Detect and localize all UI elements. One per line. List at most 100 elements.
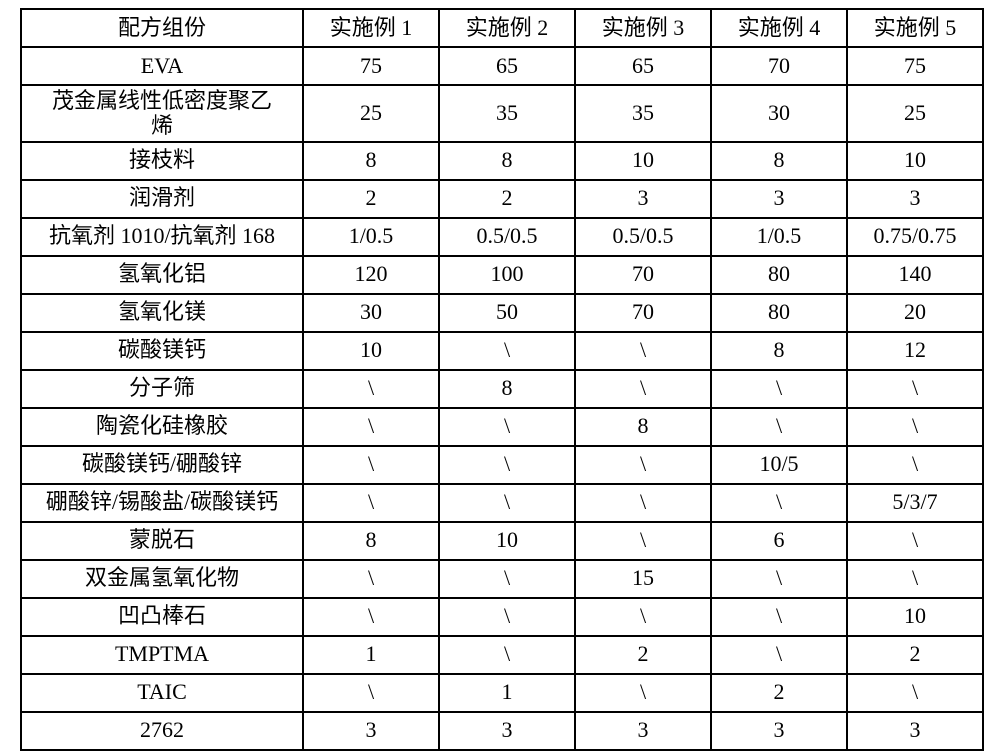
cell-value: 10: [439, 522, 575, 560]
row-label: 分子筛: [21, 370, 303, 408]
cell-value: 10/5: [711, 446, 847, 484]
header-col: 实施例 1: [303, 9, 439, 47]
cell-value: 80: [711, 294, 847, 332]
table-row: 276233333: [21, 712, 983, 750]
cell-value: \: [847, 560, 983, 598]
cell-value: \: [439, 446, 575, 484]
cell-value: \: [575, 522, 711, 560]
cell-value: 12: [847, 332, 983, 370]
cell-value: 80: [711, 256, 847, 294]
cell-value: 3: [303, 712, 439, 750]
row-label: TMPTMA: [21, 636, 303, 674]
cell-value: 3: [575, 712, 711, 750]
cell-value: 100: [439, 256, 575, 294]
cell-value: 0.75/0.75: [847, 218, 983, 256]
cell-value: \: [439, 636, 575, 674]
cell-value: \: [303, 560, 439, 598]
cell-value: \: [711, 484, 847, 522]
table-row: 硼酸锌/锡酸盐/碳酸镁钙\\\\5/3/7: [21, 484, 983, 522]
cell-value: 1/0.5: [711, 218, 847, 256]
cell-value: 35: [439, 85, 575, 142]
cell-value: \: [439, 598, 575, 636]
cell-value: 8: [575, 408, 711, 446]
cell-value: 75: [303, 47, 439, 85]
table-row: 氢氧化镁3050708020: [21, 294, 983, 332]
table-row: TMPTMA1\2\2: [21, 636, 983, 674]
row-label: 碳酸镁钙/硼酸锌: [21, 446, 303, 484]
row-label: 双金属氢氧化物: [21, 560, 303, 598]
cell-value: \: [847, 408, 983, 446]
header-col: 实施例 5: [847, 9, 983, 47]
cell-value: \: [575, 370, 711, 408]
cell-value: 140: [847, 256, 983, 294]
cell-value: \: [575, 484, 711, 522]
cell-value: 2: [303, 180, 439, 218]
cell-value: 30: [711, 85, 847, 142]
row-label: 陶瓷化硅橡胶: [21, 408, 303, 446]
header-col: 实施例 3: [575, 9, 711, 47]
cell-value: 70: [711, 47, 847, 85]
row-label: 氢氧化镁: [21, 294, 303, 332]
cell-value: 2: [439, 180, 575, 218]
cell-value: 3: [711, 180, 847, 218]
row-label: 2762: [21, 712, 303, 750]
cell-value: \: [711, 598, 847, 636]
table-row: 蒙脱石810\6\: [21, 522, 983, 560]
table-row: 陶瓷化硅橡胶\\8\\: [21, 408, 983, 446]
table-row: 双金属氢氧化物\\15\\: [21, 560, 983, 598]
cell-value: 0.5/0.5: [439, 218, 575, 256]
cell-value: 1: [303, 636, 439, 674]
table-row: EVA7565657075: [21, 47, 983, 85]
cell-value: 15: [575, 560, 711, 598]
cell-value: 70: [575, 294, 711, 332]
cell-value: \: [575, 598, 711, 636]
cell-value: 120: [303, 256, 439, 294]
table-row: 凹凸棒石\\\\10: [21, 598, 983, 636]
cell-value: 50: [439, 294, 575, 332]
header-label: 配方组份: [21, 9, 303, 47]
formulation-table: 配方组份实施例 1实施例 2实施例 3实施例 4实施例 5EVA75656570…: [20, 8, 984, 751]
cell-value: \: [711, 560, 847, 598]
cell-value: \: [303, 598, 439, 636]
cell-value: 1/0.5: [303, 218, 439, 256]
cell-value: 2: [575, 636, 711, 674]
cell-value: 20: [847, 294, 983, 332]
cell-value: \: [439, 484, 575, 522]
cell-value: \: [439, 408, 575, 446]
table-row: 分子筛\8\\\: [21, 370, 983, 408]
table-row: 碳酸镁钙10\\812: [21, 332, 983, 370]
cell-value: \: [847, 446, 983, 484]
cell-value: 30: [303, 294, 439, 332]
cell-value: \: [303, 484, 439, 522]
table-row: 抗氧剂 1010/抗氧剂 1681/0.50.5/0.50.5/0.51/0.5…: [21, 218, 983, 256]
cell-value: \: [847, 522, 983, 560]
cell-value: \: [303, 446, 439, 484]
row-label: 凹凸棒石: [21, 598, 303, 636]
cell-value: 8: [711, 332, 847, 370]
row-label: 抗氧剂 1010/抗氧剂 168: [21, 218, 303, 256]
cell-value: 35: [575, 85, 711, 142]
table-row: 茂金属线性低密度聚乙烯2535353025: [21, 85, 983, 142]
header-col: 实施例 4: [711, 9, 847, 47]
cell-value: \: [303, 408, 439, 446]
cell-value: 10: [575, 142, 711, 180]
cell-value: 3: [439, 712, 575, 750]
table-row: 润滑剂22333: [21, 180, 983, 218]
row-label: 蒙脱石: [21, 522, 303, 560]
cell-value: \: [711, 370, 847, 408]
cell-value: 10: [847, 598, 983, 636]
cell-value: 10: [847, 142, 983, 180]
row-label: EVA: [21, 47, 303, 85]
cell-value: 8: [711, 142, 847, 180]
cell-value: 6: [711, 522, 847, 560]
cell-value: 2: [847, 636, 983, 674]
header-col: 实施例 2: [439, 9, 575, 47]
cell-value: 0.5/0.5: [575, 218, 711, 256]
cell-value: 8: [439, 142, 575, 180]
cell-value: 5/3/7: [847, 484, 983, 522]
cell-value: \: [303, 370, 439, 408]
row-label: 硼酸锌/锡酸盐/碳酸镁钙: [21, 484, 303, 522]
cell-value: \: [439, 560, 575, 598]
cell-value: 8: [303, 142, 439, 180]
cell-value: 65: [575, 47, 711, 85]
